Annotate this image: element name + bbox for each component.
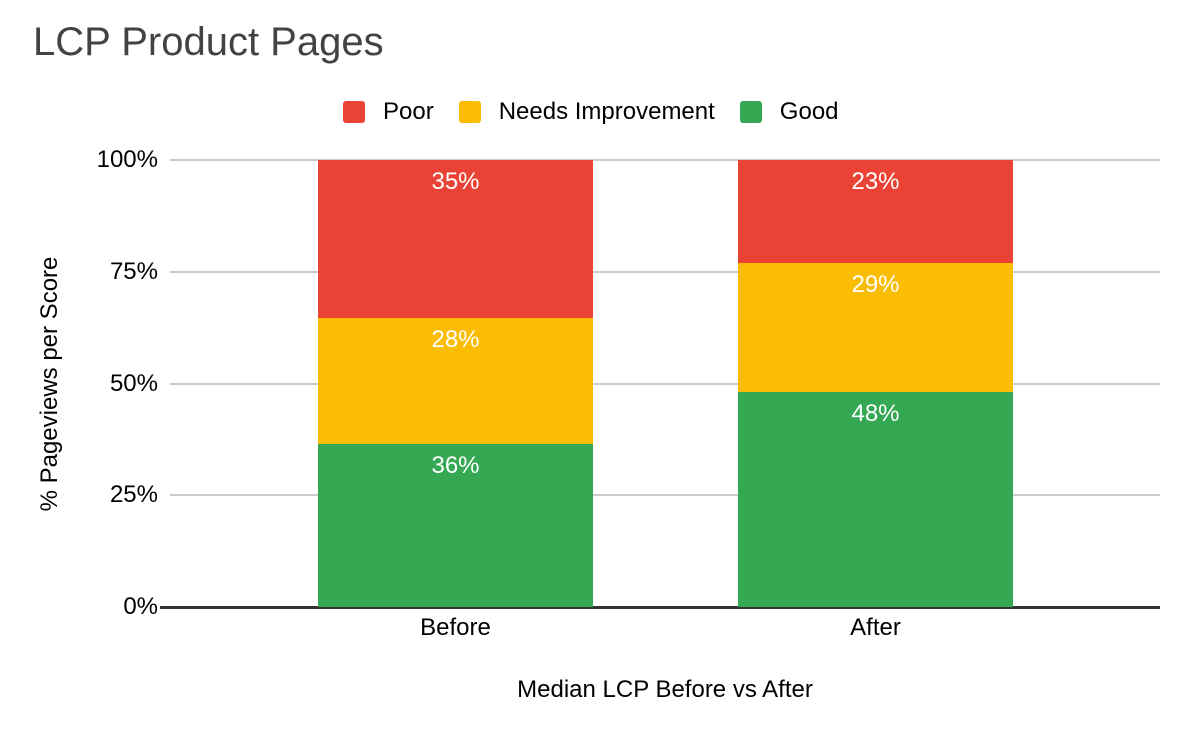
- bar-after: 23% 29% 48%: [738, 160, 1013, 607]
- gridline-75: [170, 270, 1160, 273]
- legend-swatch-poor: [343, 101, 365, 123]
- legend-label: Good: [779, 98, 839, 125]
- segment-value-label: 23%: [851, 168, 900, 195]
- segment-after-needs-improvement: 29%: [738, 262, 1013, 393]
- bar-before: 35% 28% 36%: [318, 160, 593, 607]
- legend-swatch-good: [739, 101, 762, 123]
- legend-swatch-needs-improvement: [458, 101, 481, 123]
- segment-value-label: 29%: [851, 270, 900, 298]
- legend-item-poor: Poor: [343, 98, 434, 126]
- segment-after-good: 48%: [738, 392, 1013, 607]
- x-axis-title: Median LCP Before vs After: [517, 676, 813, 703]
- gridline-25: [170, 494, 1160, 497]
- y-tick-label: 0%: [123, 593, 158, 620]
- x-axis-line: [160, 606, 1160, 609]
- legend: Poor Needs Improvement Good: [343, 98, 839, 126]
- segment-after-poor: 23%: [738, 160, 1013, 263]
- chart-title: LCP Product Pages: [33, 20, 384, 64]
- segment-before-good: 36%: [318, 444, 593, 607]
- legend-label: Poor: [383, 98, 434, 125]
- segment-value-label: 36%: [431, 452, 480, 480]
- segment-value-label: 48%: [851, 400, 900, 428]
- legend-item-needs-improvement: Needs Improvement: [458, 98, 715, 126]
- x-category-label-before: Before: [420, 614, 491, 641]
- x-category-label-after: After: [850, 614, 901, 641]
- segment-value-label: 28%: [431, 326, 480, 354]
- segment-before-needs-improvement: 28%: [318, 318, 593, 445]
- y-tick-label: 100%: [96, 146, 158, 173]
- gridline-50: [170, 382, 1160, 385]
- legend-item-good: Good: [739, 98, 839, 126]
- segment-value-label: 35%: [431, 168, 480, 195]
- segment-before-poor: 35%: [318, 160, 593, 319]
- y-tick-label: 75%: [109, 257, 158, 285]
- gridline-100: [170, 159, 1160, 161]
- legend-label: Needs Improvement: [498, 98, 715, 125]
- y-tick-label: 25%: [109, 481, 158, 509]
- y-tick-label: 50%: [109, 369, 158, 397]
